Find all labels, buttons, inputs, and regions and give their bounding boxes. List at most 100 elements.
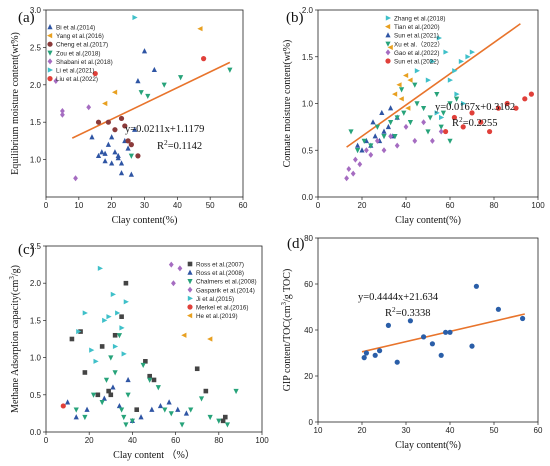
data-point xyxy=(388,105,394,111)
legend-label: Shabani et al.(2018) xyxy=(56,59,113,66)
series-6 xyxy=(92,56,207,77)
legend-label: Liu et al.(2022) xyxy=(56,76,98,83)
legend-label: Zhang et al.(2018) xyxy=(394,16,445,23)
data-point xyxy=(429,341,435,347)
data-point xyxy=(140,362,146,369)
data-point xyxy=(398,96,404,102)
data-point xyxy=(487,128,493,135)
data-point xyxy=(108,355,114,361)
data-point xyxy=(443,49,449,55)
data-point xyxy=(207,336,213,342)
data-point xyxy=(224,422,231,428)
data-point xyxy=(178,75,184,81)
x-axis-label: Clay content(%) xyxy=(112,215,178,226)
data-point xyxy=(473,283,479,289)
y-tick-label: 1.0 xyxy=(30,354,42,363)
data-point xyxy=(469,110,475,116)
legend-label: Chalmers et al.(2008) xyxy=(196,279,257,286)
data-point xyxy=(138,90,144,96)
y-tick-label: 60 xyxy=(304,280,313,289)
x-tick-label: 0 xyxy=(44,201,49,210)
panel-label: (a) xyxy=(18,10,35,26)
data-point xyxy=(421,334,427,340)
data-point xyxy=(95,119,102,125)
y-tick-label: 1.5 xyxy=(302,53,314,62)
data-point xyxy=(363,350,369,356)
data-point xyxy=(86,104,92,111)
x-axis-label: Clay content （%） xyxy=(113,449,195,461)
data-point xyxy=(89,347,95,353)
series-4 xyxy=(344,119,444,182)
y-tick-label: 0 xyxy=(309,418,314,427)
data-point xyxy=(177,265,183,272)
data-point xyxy=(379,109,385,116)
data-point xyxy=(220,418,226,424)
series-0 xyxy=(361,283,526,365)
data-point xyxy=(123,280,129,286)
data-point xyxy=(412,137,418,144)
data-point xyxy=(118,115,125,122)
data-point xyxy=(440,110,446,116)
data-point xyxy=(461,100,467,107)
data-point xyxy=(504,100,510,107)
x-tick-label: 50 xyxy=(206,201,215,210)
data-point xyxy=(353,156,358,163)
y-tick-label: 0.5 xyxy=(302,146,314,155)
y-tick-label: 0.5 xyxy=(30,391,42,400)
data-point xyxy=(495,306,501,312)
data-point xyxy=(381,134,387,140)
data-point xyxy=(128,142,134,148)
data-point xyxy=(147,373,152,379)
data-point xyxy=(401,110,407,116)
data-point xyxy=(443,128,449,135)
data-point xyxy=(407,120,413,126)
data-point xyxy=(385,322,391,328)
data-point xyxy=(216,418,222,424)
data-point xyxy=(149,406,155,412)
legend-marker xyxy=(47,67,53,73)
y-tick-label: 40 xyxy=(304,326,313,335)
x-tick-label: 30 xyxy=(402,426,411,435)
legend-marker xyxy=(385,58,391,64)
data-point xyxy=(392,134,398,140)
x-axis-label: Clay content(%) xyxy=(395,215,461,226)
data-point xyxy=(188,407,194,413)
data-point xyxy=(112,370,118,376)
y-tick-label: 1.0 xyxy=(302,100,314,109)
data-point xyxy=(427,115,433,121)
legend-marker xyxy=(385,24,391,30)
data-point xyxy=(513,105,519,111)
x-axis-label: Clay content(%) xyxy=(395,440,461,451)
series-1 xyxy=(102,26,203,107)
data-point xyxy=(108,392,114,398)
data-point xyxy=(436,35,442,41)
data-point xyxy=(99,344,105,349)
series-5 xyxy=(132,14,138,21)
data-point xyxy=(112,149,118,155)
legend-marker xyxy=(47,76,53,82)
x-tick-label: 40 xyxy=(128,436,137,445)
data-point xyxy=(447,77,453,83)
data-point xyxy=(151,377,157,383)
data-point xyxy=(359,147,365,153)
legend-label: Cheng et al.(2017) xyxy=(56,42,108,49)
data-point xyxy=(95,392,101,398)
data-point xyxy=(99,400,105,406)
y-tick-label: 2.5 xyxy=(30,242,42,251)
x-tick-label: 40 xyxy=(173,201,182,210)
y-axis-label: GIP content/TOC(cm3/g TOC) xyxy=(280,269,293,392)
data-point xyxy=(82,310,88,316)
x-tick-label: 20 xyxy=(107,201,116,210)
panel-label: (b) xyxy=(286,10,304,26)
data-point xyxy=(434,91,440,98)
x-tick-label: 60 xyxy=(534,426,543,435)
x-tick-label: 0 xyxy=(316,201,321,210)
data-point xyxy=(118,170,125,176)
y-tick-label: 2.5 xyxy=(30,43,42,52)
data-point xyxy=(425,77,431,83)
data-point xyxy=(103,377,110,383)
data-point xyxy=(143,359,148,364)
data-point xyxy=(198,396,205,402)
regression-line xyxy=(71,61,231,139)
data-point xyxy=(138,414,144,420)
